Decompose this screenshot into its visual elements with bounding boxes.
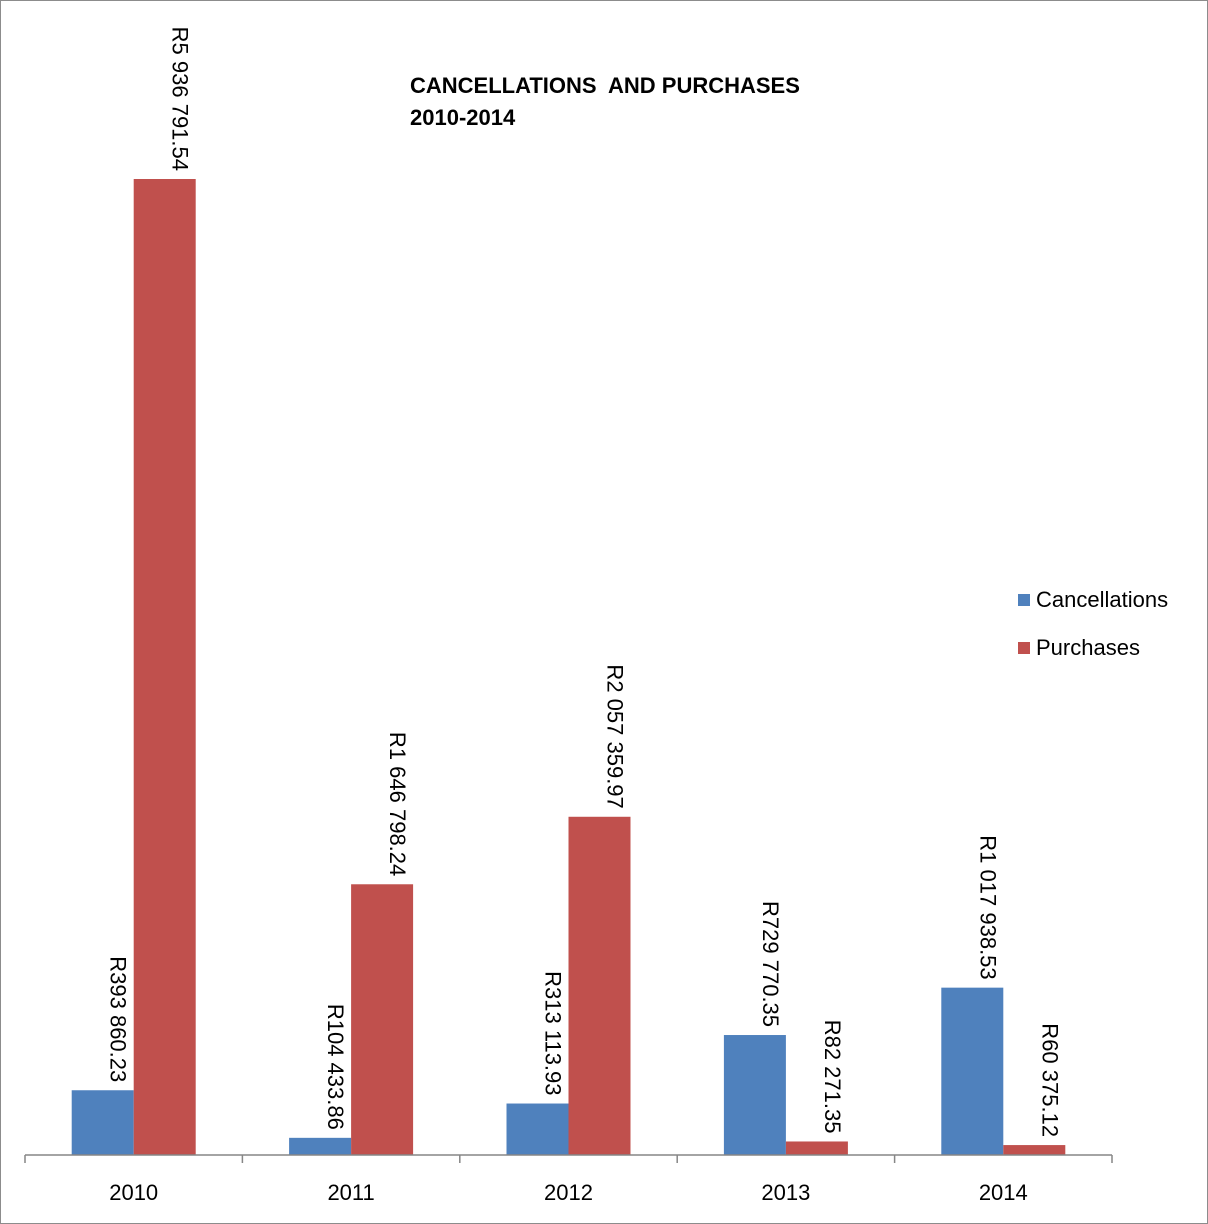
data-label-cancellations-2013: R729 770.35 bbox=[758, 901, 783, 1027]
x-tick-label-2011: 2011 bbox=[327, 1180, 374, 1205]
legend-item-cancellations: Cancellations bbox=[1018, 576, 1168, 624]
x-tick-label-2014: 2014 bbox=[979, 1180, 1028, 1205]
chart-title: CANCELLATIONS AND PURCHASES 2010-2014 bbox=[410, 70, 800, 134]
x-tick-label-2012: 2012 bbox=[544, 1180, 593, 1205]
data-label-purchases-2010: R5 936 791.54 bbox=[168, 27, 193, 171]
data-label-purchases-2012: R2 057 359.97 bbox=[603, 664, 628, 808]
data-label-cancellations-2010: R393 860.23 bbox=[106, 956, 131, 1082]
legend-swatch-cancellations bbox=[1018, 594, 1030, 606]
legend-swatch-purchases bbox=[1018, 642, 1030, 654]
data-label-purchases-2011: R1 646 798.24 bbox=[385, 732, 410, 876]
x-tick-label-2010: 2010 bbox=[109, 1180, 158, 1205]
bar-cancellations-2010 bbox=[71, 1090, 134, 1155]
data-label-cancellations-2014: R1 017 938.53 bbox=[975, 835, 1000, 979]
x-tick-label-2013: 2013 bbox=[761, 1180, 810, 1205]
bar-purchases-2010 bbox=[133, 179, 196, 1155]
bar-cancellations-2013 bbox=[723, 1035, 786, 1155]
data-label-purchases-2014: R60 375.12 bbox=[1037, 1023, 1062, 1137]
data-label-purchases-2013: R82 271.35 bbox=[820, 1020, 845, 1134]
bar-purchases-2012 bbox=[568, 816, 631, 1155]
data-label-cancellations-2011: R104 433.86 bbox=[323, 1004, 348, 1130]
bar-cancellations-2012 bbox=[506, 1103, 569, 1155]
bar-cancellations-2014 bbox=[941, 987, 1004, 1155]
chart-title-line-2: 2010-2014 bbox=[410, 105, 516, 130]
data-label-cancellations-2012: R313 113.93 bbox=[541, 971, 566, 1095]
bar-purchases-2014 bbox=[1003, 1145, 1066, 1155]
chart-title-line-1: CANCELLATIONS AND PURCHASES bbox=[410, 73, 800, 98]
bar-purchases-2013 bbox=[785, 1141, 848, 1155]
bar-cancellations-2011 bbox=[289, 1137, 352, 1155]
bar-purchases-2011 bbox=[351, 884, 414, 1155]
legend-label-cancellations: Cancellations bbox=[1036, 587, 1169, 612]
legend-item-purchases: Purchases bbox=[1018, 624, 1168, 672]
legend-label-purchases: Purchases bbox=[1036, 635, 1140, 660]
chart-legend: Cancellations Purchases bbox=[1018, 576, 1168, 672]
